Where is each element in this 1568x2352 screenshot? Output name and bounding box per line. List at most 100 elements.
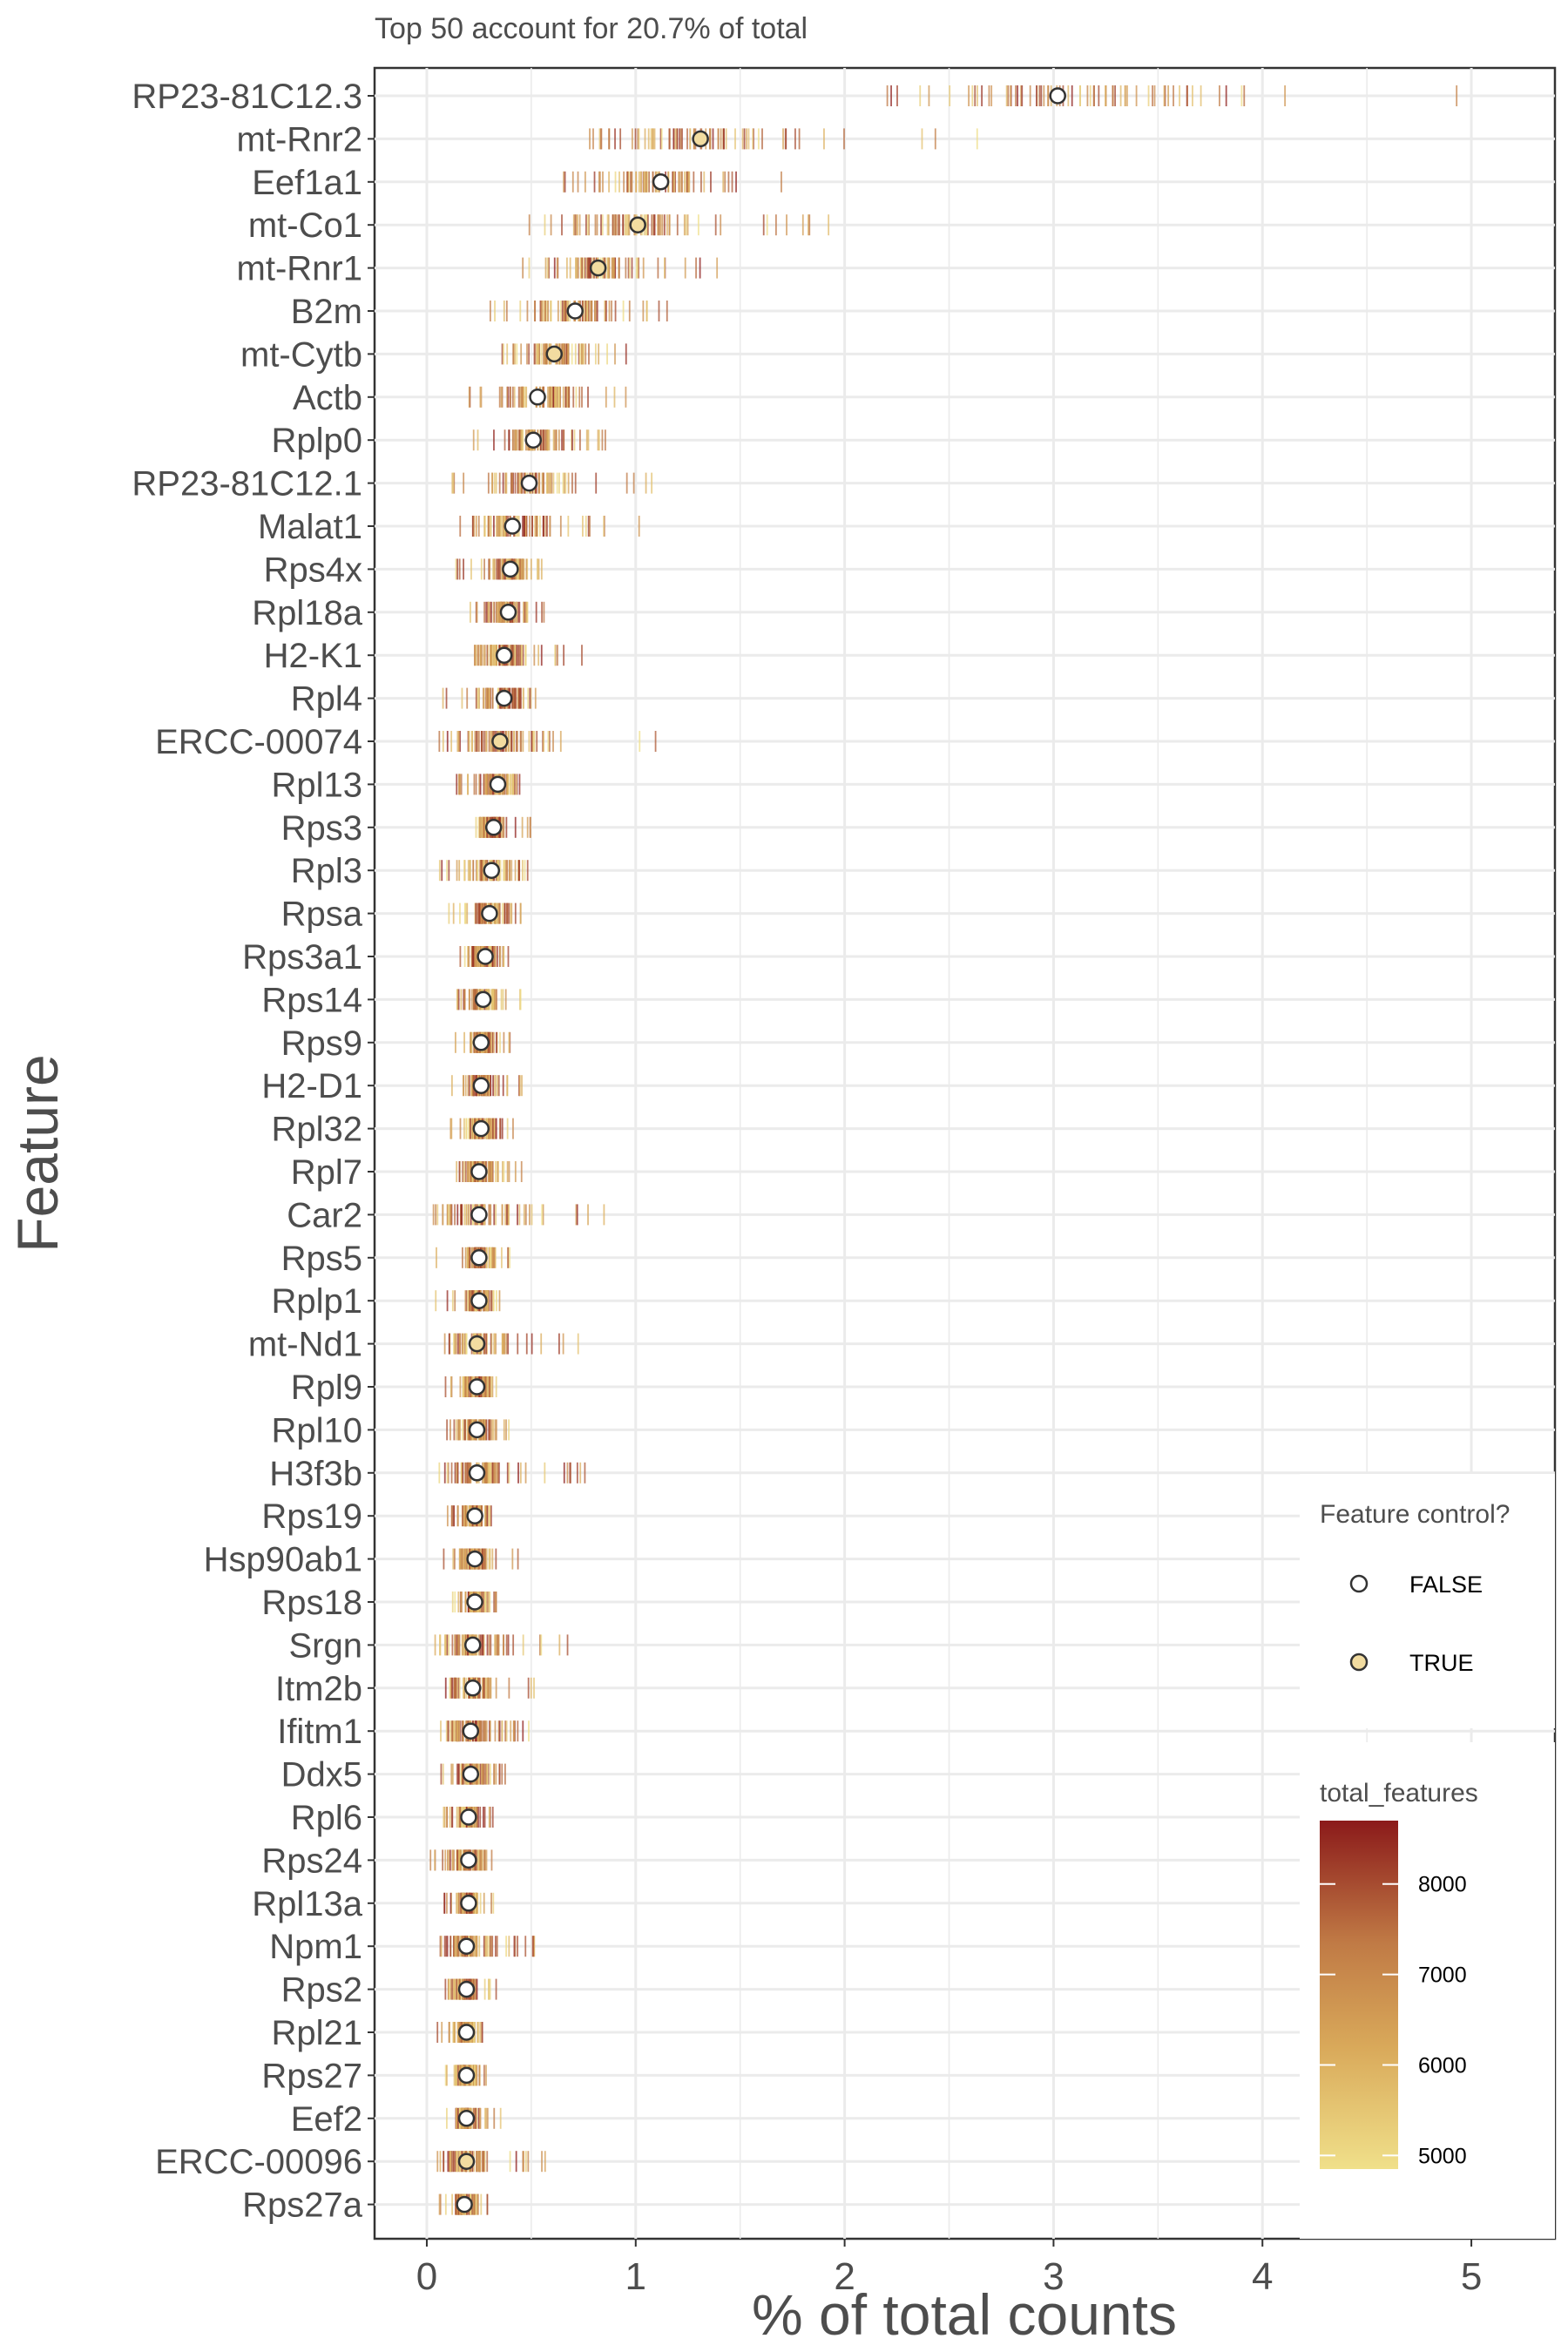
mean-point bbox=[484, 819, 503, 836]
y-axis-label: Feature bbox=[5, 1054, 70, 1252]
x-tick-label: 1 bbox=[625, 2255, 646, 2298]
feature-rug bbox=[886, 85, 1458, 106]
mean-point bbox=[468, 1335, 486, 1353]
y-tick-label: Rpsa bbox=[281, 896, 363, 934]
y-tick-label: RP23-81C12.1 bbox=[132, 465, 362, 504]
mean-point bbox=[474, 990, 492, 1009]
chart-title: Top 50 account for 20.7% of total bbox=[375, 12, 808, 45]
mean-point bbox=[495, 646, 513, 664]
mean-point bbox=[472, 1034, 490, 1051]
y-tick-label: Rpl10 bbox=[271, 1411, 362, 1450]
mean-point bbox=[460, 1895, 477, 1912]
y-tick-label: mt-Co1 bbox=[248, 206, 362, 245]
legend-shape-key bbox=[1349, 1652, 1369, 1672]
y-tick-labels: RP23-81C12.3 mt-Rnr2 Eef1a1 mt-Co1 mt-Rnr1 B2… bbox=[132, 78, 375, 2225]
mean-point bbox=[545, 345, 563, 363]
mean-point bbox=[483, 862, 501, 879]
y-tick-label: Rps2 bbox=[281, 1971, 362, 2010]
y-tick-label: Npm1 bbox=[269, 1928, 362, 1966]
mean-point bbox=[466, 1550, 483, 1568]
mean-point bbox=[529, 389, 546, 406]
mean-point bbox=[463, 1680, 482, 1697]
y-tick-label: Rpl21 bbox=[271, 2014, 362, 2052]
mean-point bbox=[457, 1937, 476, 1955]
mean-point bbox=[692, 130, 709, 148]
x-tick-label: 2 bbox=[834, 2255, 855, 2298]
y-tick-label: Rps19 bbox=[261, 1497, 362, 1536]
feature-rug bbox=[438, 1462, 586, 1484]
y-tick-label: Ddx5 bbox=[281, 1756, 362, 1794]
mean-point bbox=[520, 474, 538, 492]
mean-point bbox=[466, 1593, 483, 1611]
y-tick-label: Eef1a1 bbox=[252, 164, 362, 202]
y-tick-label: H3f3b bbox=[269, 1455, 362, 1493]
mean-point bbox=[457, 2024, 476, 2041]
y-tick-label: mt-Nd1 bbox=[248, 1326, 362, 1364]
y-tick-label: Rplp0 bbox=[271, 422, 362, 460]
colorbar-tick-label: 7000 bbox=[1418, 1963, 1467, 1988]
y-tick-label: Rpl13 bbox=[271, 766, 362, 804]
colorbar-tick-label: 5000 bbox=[1418, 2144, 1467, 2168]
y-tick-label: Rpl4 bbox=[291, 680, 362, 719]
mean-point bbox=[524, 431, 543, 449]
y-tick-label: Rpl18a bbox=[252, 594, 363, 632]
y-tick-label: B2m bbox=[291, 293, 362, 331]
feature-rug bbox=[475, 816, 531, 838]
mean-point bbox=[489, 775, 507, 794]
mean-point bbox=[476, 948, 494, 965]
mean-point bbox=[463, 1636, 482, 1654]
legend-shape-title: Feature control? bbox=[1320, 1500, 1510, 1529]
mean-point bbox=[472, 1077, 490, 1094]
y-tick-label: Rpl6 bbox=[291, 1799, 362, 1837]
y-tick-label: Actb bbox=[293, 379, 362, 417]
legend-shape-label: FALSE bbox=[1409, 1571, 1483, 1598]
y-tick-label: Ifitm1 bbox=[277, 1713, 362, 1751]
y-tick-label: Rps14 bbox=[261, 981, 362, 1019]
y-tick-label: mt-Cytb bbox=[240, 335, 362, 374]
y-tick-label: mt-Rnr1 bbox=[237, 250, 362, 288]
x-tick-label: 5 bbox=[1461, 2255, 1482, 2298]
mean-point bbox=[462, 1765, 480, 1783]
y-tick-label: RP23-81C12.3 bbox=[132, 78, 362, 116]
mean-point bbox=[470, 1292, 488, 1309]
y-tick-label: Hsp90ab1 bbox=[204, 1541, 362, 1579]
mean-point bbox=[460, 1851, 477, 1869]
mean-point bbox=[466, 1507, 483, 1524]
y-tick-label: Malat1 bbox=[258, 508, 362, 546]
mean-point bbox=[499, 604, 517, 621]
mean-point bbox=[629, 216, 646, 233]
y-tick-label: ERCC-00074 bbox=[155, 723, 362, 761]
y-tick-label: H2-K1 bbox=[264, 637, 362, 675]
y-tick-label: Rps27 bbox=[261, 2057, 362, 2095]
legend-color-title: total_features bbox=[1320, 1779, 1478, 1808]
x-tick-label: 3 bbox=[1043, 2255, 1064, 2298]
legend-shape-box bbox=[1300, 1474, 1555, 1728]
x-axis-label: % of total counts bbox=[752, 2282, 1177, 2347]
mean-point bbox=[457, 1980, 476, 1998]
y-tick-label: Rpl9 bbox=[291, 1369, 362, 1407]
mean-point bbox=[468, 1464, 486, 1482]
y-tick-label: Rps4x bbox=[264, 551, 362, 589]
feature-rug bbox=[501, 343, 627, 365]
colorbar-tick-label: 8000 bbox=[1418, 1873, 1467, 1897]
mean-points bbox=[456, 87, 1066, 2213]
y-tick-label: Eef2 bbox=[291, 2100, 362, 2139]
mean-point bbox=[457, 2110, 476, 2127]
legend: Feature control? FALSE TRUE total_feature… bbox=[1300, 1474, 1555, 2239]
mean-point bbox=[460, 1808, 477, 1826]
mean-point bbox=[652, 173, 670, 191]
y-tick-label: Rps3 bbox=[281, 809, 362, 848]
y-tick-label: Rps9 bbox=[281, 1024, 362, 1063]
mean-point bbox=[470, 1249, 488, 1267]
mean-point bbox=[470, 1206, 488, 1224]
y-tick-label: ERCC-00096 bbox=[155, 2143, 362, 2181]
mean-point bbox=[491, 733, 509, 750]
y-tick-label: Rps18 bbox=[261, 1584, 362, 1622]
colorbar-ticks: 5000 6000 7000 8000 bbox=[1320, 1873, 1467, 2168]
y-tick-label: Rpl3 bbox=[291, 852, 362, 890]
mean-point bbox=[566, 302, 584, 320]
legend-shape-key bbox=[1349, 1574, 1369, 1593]
y-tick-label: Rplp1 bbox=[271, 1282, 362, 1321]
legend-shape-label: TRUE bbox=[1409, 1650, 1474, 1676]
